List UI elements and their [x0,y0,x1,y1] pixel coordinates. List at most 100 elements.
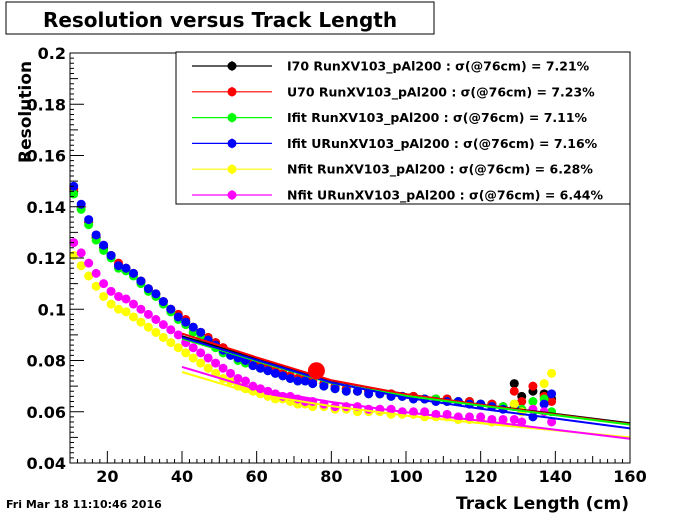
y-tick-label: 0.14 [27,198,66,217]
x-tick-label: 60 [246,467,268,486]
data-point [218,363,228,373]
data-point [408,407,418,417]
title-box [5,1,435,35]
data-point [84,258,94,268]
chart-title: Resolution versus Track Length [43,8,397,32]
legend-entry: Ifit URunXV103_pAl200 : σ(@76cm) = 7.16% [192,136,598,152]
data-point [476,412,486,422]
data-point [203,353,213,363]
data-point [341,386,351,396]
data-point [91,230,101,240]
data-point [293,376,303,386]
data-point [196,358,206,368]
data-point [121,307,131,317]
data-point [114,261,124,271]
data-point [226,368,236,378]
y-tick-label: 0.12 [27,249,66,268]
data-point [99,291,109,301]
data-point [106,250,116,260]
data-point [91,268,101,278]
data-point [121,263,131,273]
data-point [188,353,198,363]
data-point [99,279,109,289]
data-point [143,284,153,294]
data-point [528,381,538,391]
data-point [188,322,198,332]
data-point [173,343,183,353]
x-tick-label: 20 [96,467,118,486]
data-point [106,286,116,296]
data-point [69,189,79,199]
data-point [248,361,258,371]
timestamp: Fri Mar 18 11:10:46 2016 [6,498,162,511]
data-point [528,397,538,406]
data-point [166,338,176,348]
data-point [128,312,138,322]
data-point [166,304,176,314]
y-tick-label: 0.04 [27,454,66,473]
data-point [270,368,280,378]
data-point [233,373,243,383]
x-tick-label: 140 [539,467,572,486]
data-point [128,299,138,309]
data-point [128,268,138,278]
legend: I70 RunXV103_pAl200 : σ(@76cm) = 7.21% U7… [175,51,631,205]
x-tick-label: 40 [171,467,193,486]
data-point [173,330,183,340]
data-point [547,417,557,427]
legend-box [175,51,631,205]
data-point [285,373,295,383]
data-point [498,414,508,424]
legend-marker [227,164,237,174]
data-point [173,312,183,322]
data-point [158,332,168,342]
data-point [136,304,146,314]
legend-label: U70 RunXV103_pAl200 : σ(@76cm) = 7.23% [287,84,595,100]
data-point [539,399,549,409]
data-point [151,289,161,299]
legend-label: Nfit RunXV103_pAl200 : σ(@76cm) = 6.28% [287,162,593,178]
x-tick-label: 100 [389,467,422,486]
axes: 20 40 60 80 100 120 140 160 0.04 0.06 0.08 0.1 0.12 0… [27,44,647,486]
data-point [196,348,206,358]
data-point [308,379,318,389]
data-point [330,384,340,394]
data-point [91,281,101,291]
y-axis-label: Resolution [16,61,36,163]
y-tick-label: 0.2 [38,44,66,63]
data-point [240,376,250,386]
plot-area [69,181,557,427]
data-point [319,381,329,391]
legend-label: I70 RunXV103_pAl200 : σ(@76cm) = 7.21% [287,59,590,75]
data-point [84,271,94,281]
data-point [158,320,168,330]
legend-entry: U70 RunXV103_pAl200 : σ(@76cm) = 7.23% [192,84,595,100]
x-tick-label: 160 [613,467,646,486]
fit-line-5 [181,371,631,439]
data-point [509,414,519,424]
data-point [158,297,168,307]
legend-entry: Nfit URunXV103_pAl200 : σ(@76cm) = 6.44% [192,188,603,204]
data-point [300,376,310,386]
data-point [517,397,527,406]
data-point [136,317,146,327]
fit-line-6 [181,365,631,440]
data-point [211,358,221,368]
data-point [166,325,176,335]
legend-label: Ifit RunXV103_pAl200 : σ(@76cm) = 7.11% [287,110,588,126]
legend-entry: Ifit RunXV103_pAl200 : σ(@76cm) = 7.11% [192,110,588,126]
legend-label: Ifit URunXV103_pAl200 : σ(@76cm) = 7.16% [287,136,598,152]
data-point [517,417,527,427]
data-point [181,348,191,358]
data-point [188,343,198,353]
data-point [114,304,124,314]
data-point [263,366,273,376]
data-point [509,399,519,409]
x-tick-label: 80 [320,467,342,486]
fit-line-4 [181,336,631,430]
legend-marker [227,190,237,200]
data-point [151,315,161,324]
data-point [143,322,153,332]
